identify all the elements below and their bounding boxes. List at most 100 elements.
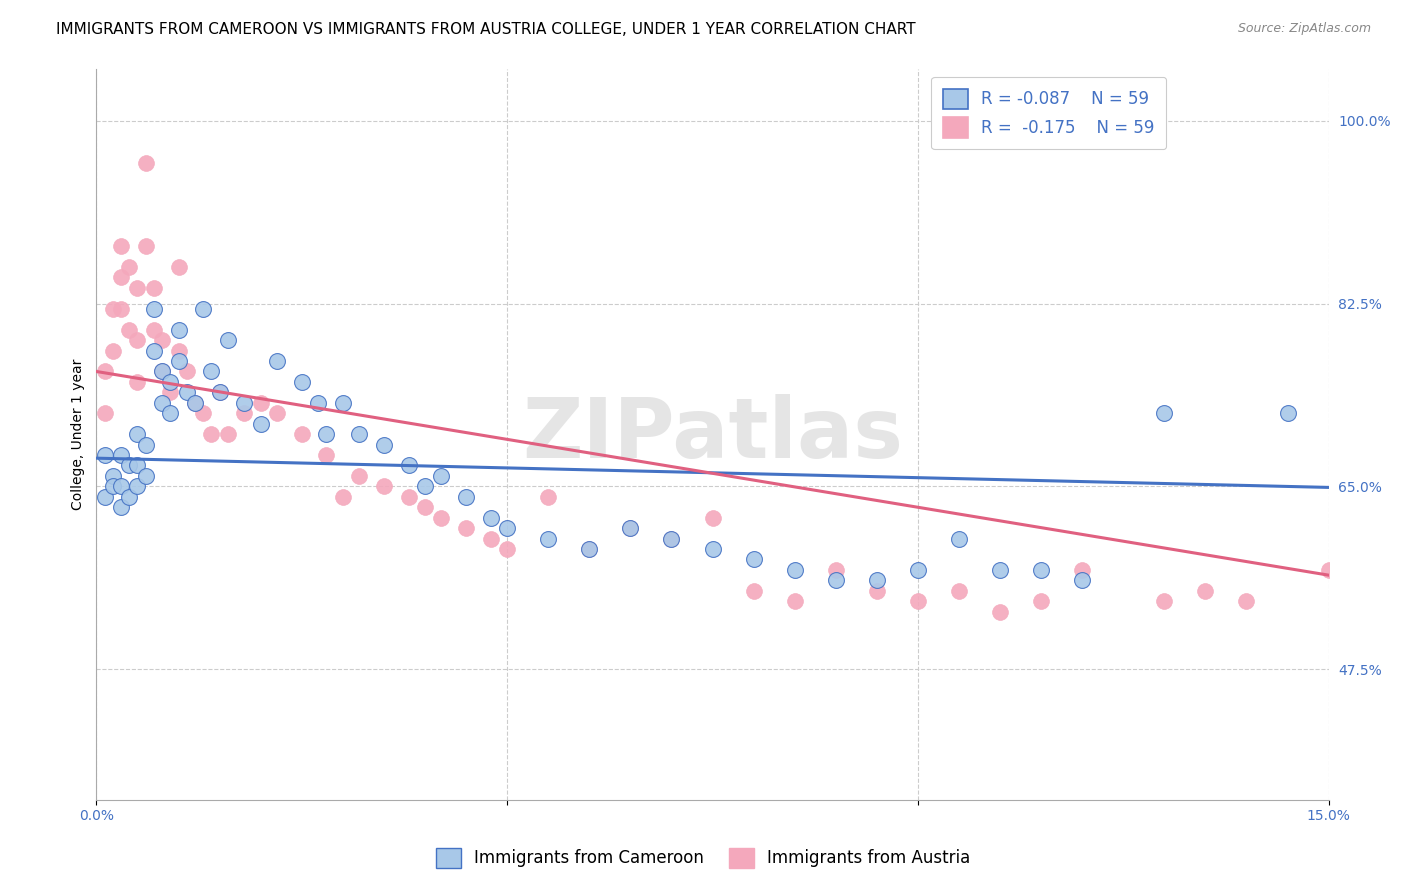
Point xyxy=(217,427,239,442)
Point xyxy=(430,510,453,524)
Point xyxy=(1153,406,1175,420)
Point xyxy=(988,605,1011,619)
Point xyxy=(110,301,132,316)
Point xyxy=(578,542,600,557)
Point xyxy=(988,563,1011,577)
Point xyxy=(315,427,337,442)
Point xyxy=(167,260,190,274)
Point xyxy=(142,343,165,358)
Point xyxy=(948,583,970,598)
Point xyxy=(619,521,641,535)
Point xyxy=(127,375,149,389)
Point xyxy=(167,354,190,368)
Point xyxy=(142,301,165,316)
Point xyxy=(332,490,354,504)
Point xyxy=(373,479,395,493)
Point xyxy=(150,364,173,378)
Point xyxy=(135,239,157,253)
Point xyxy=(413,479,436,493)
Point xyxy=(824,574,846,588)
Point xyxy=(291,427,314,442)
Point xyxy=(479,510,502,524)
Point xyxy=(110,270,132,285)
Point xyxy=(1153,594,1175,608)
Point xyxy=(159,375,181,389)
Point xyxy=(200,427,222,442)
Point xyxy=(93,406,115,420)
Point xyxy=(454,521,477,535)
Point xyxy=(101,301,124,316)
Point xyxy=(266,354,288,368)
Point xyxy=(907,594,929,608)
Point xyxy=(159,385,181,400)
Point xyxy=(307,396,329,410)
Point xyxy=(167,323,190,337)
Point xyxy=(1029,594,1052,608)
Point xyxy=(479,532,502,546)
Point xyxy=(537,532,560,546)
Legend: R = -0.087    N = 59, R =  -0.175    N = 59: R = -0.087 N = 59, R = -0.175 N = 59 xyxy=(931,77,1167,149)
Point xyxy=(1029,563,1052,577)
Point xyxy=(127,333,149,347)
Point xyxy=(93,364,115,378)
Text: ZIPatlas: ZIPatlas xyxy=(522,393,903,475)
Point xyxy=(217,333,239,347)
Point xyxy=(702,510,724,524)
Point xyxy=(184,396,207,410)
Point xyxy=(413,500,436,515)
Point xyxy=(118,458,141,473)
Point xyxy=(176,385,198,400)
Point xyxy=(1277,406,1299,420)
Point xyxy=(118,260,141,274)
Point xyxy=(661,532,683,546)
Text: Source: ZipAtlas.com: Source: ZipAtlas.com xyxy=(1237,22,1371,36)
Point xyxy=(233,396,256,410)
Point xyxy=(496,521,519,535)
Point xyxy=(191,406,214,420)
Point xyxy=(142,323,165,337)
Point xyxy=(291,375,314,389)
Point xyxy=(783,563,806,577)
Point xyxy=(266,406,288,420)
Point xyxy=(907,563,929,577)
Point xyxy=(118,323,141,337)
Point xyxy=(176,364,198,378)
Point xyxy=(191,301,214,316)
Y-axis label: College, Under 1 year: College, Under 1 year xyxy=(72,359,86,510)
Point xyxy=(142,281,165,295)
Point xyxy=(496,542,519,557)
Point xyxy=(1071,574,1094,588)
Point xyxy=(135,469,157,483)
Point xyxy=(150,396,173,410)
Point xyxy=(349,469,371,483)
Point xyxy=(135,155,157,169)
Point xyxy=(93,490,115,504)
Legend: Immigrants from Cameroon, Immigrants from Austria: Immigrants from Cameroon, Immigrants fro… xyxy=(429,841,977,875)
Point xyxy=(110,479,132,493)
Point xyxy=(866,574,889,588)
Point xyxy=(742,583,765,598)
Point xyxy=(159,406,181,420)
Text: IMMIGRANTS FROM CAMEROON VS IMMIGRANTS FROM AUSTRIA COLLEGE, UNDER 1 YEAR CORREL: IMMIGRANTS FROM CAMEROON VS IMMIGRANTS F… xyxy=(56,22,915,37)
Point xyxy=(101,479,124,493)
Point xyxy=(1194,583,1216,598)
Point xyxy=(398,458,420,473)
Point xyxy=(110,500,132,515)
Point xyxy=(742,552,765,566)
Point xyxy=(349,427,371,442)
Point xyxy=(93,448,115,462)
Point xyxy=(167,343,190,358)
Point xyxy=(619,521,641,535)
Point xyxy=(948,532,970,546)
Point xyxy=(127,281,149,295)
Point xyxy=(101,343,124,358)
Point xyxy=(127,479,149,493)
Point xyxy=(135,437,157,451)
Point xyxy=(332,396,354,410)
Point xyxy=(208,385,231,400)
Point xyxy=(150,364,173,378)
Point xyxy=(127,458,149,473)
Point xyxy=(110,448,132,462)
Point xyxy=(233,406,256,420)
Point xyxy=(537,490,560,504)
